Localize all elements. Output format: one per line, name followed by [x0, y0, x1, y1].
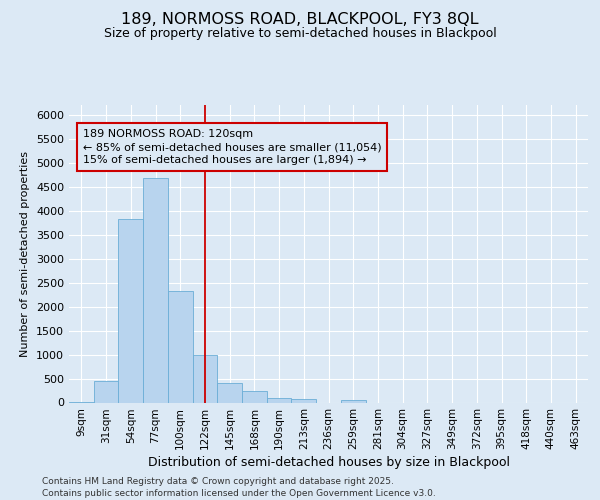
Bar — [94, 381, 118, 402]
Bar — [217, 384, 242, 402]
Bar — [292, 398, 316, 402]
Bar — [168, 291, 193, 403]
Bar — [267, 398, 292, 402]
Y-axis label: Number of semi-detached properties: Number of semi-detached properties — [20, 151, 31, 357]
Text: 189, NORMOSS ROAD, BLACKPOOL, FY3 8QL: 189, NORMOSS ROAD, BLACKPOOL, FY3 8QL — [121, 12, 479, 28]
Text: Size of property relative to semi-detached houses in Blackpool: Size of property relative to semi-detach… — [104, 28, 496, 40]
X-axis label: Distribution of semi-detached houses by size in Blackpool: Distribution of semi-detached houses by … — [148, 456, 509, 469]
Text: 189 NORMOSS ROAD: 120sqm
← 85% of semi-detached houses are smaller (11,054)
15% : 189 NORMOSS ROAD: 120sqm ← 85% of semi-d… — [83, 129, 381, 166]
Bar — [143, 178, 168, 402]
Bar — [242, 391, 267, 402]
Bar — [118, 219, 143, 402]
Text: Contains HM Land Registry data © Crown copyright and database right 2025.
Contai: Contains HM Land Registry data © Crown c… — [42, 476, 436, 498]
Bar — [193, 354, 217, 403]
Bar — [341, 400, 365, 402]
